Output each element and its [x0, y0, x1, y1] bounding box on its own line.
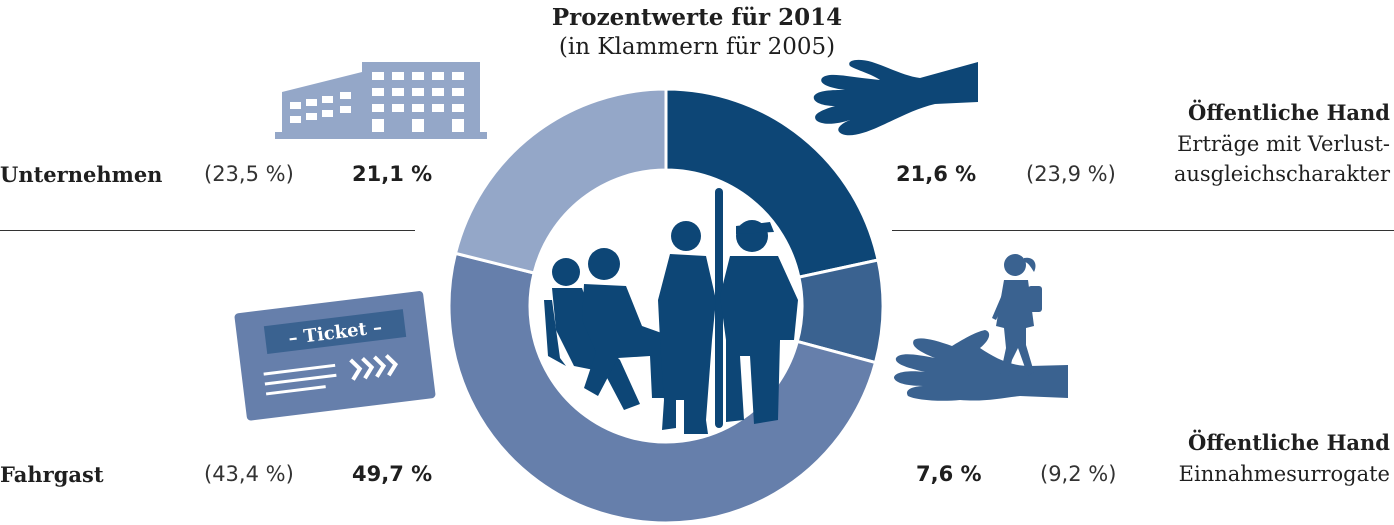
passengers-icon	[544, 188, 798, 434]
value-oeffentliche-hand-surrogate: 7,6 %	[916, 462, 982, 486]
segment-fahrgast	[447, 251, 878, 525]
label-unternehmen: Unternehmen	[0, 162, 163, 187]
ticket-icon: – Ticket –	[234, 291, 436, 421]
divider-right	[892, 230, 1394, 231]
label-oeffentliche-hand-ertraege: Öffentliche Hand	[1188, 100, 1390, 125]
divider-left	[0, 230, 415, 231]
child-on-hand-icon	[894, 254, 1068, 401]
sublabel-einnahmesurrogate: Einnahmesurrogate	[1178, 462, 1390, 486]
sublabel-ertraege-line1: Erträge mit Verlust-	[1177, 132, 1390, 156]
chart-subtitle: (in Klammern für 2005)	[558, 34, 836, 60]
sublabel-ertraege-line2: ausgleichscharakter	[1173, 162, 1390, 186]
label-oeffentliche-hand-surrogate: Öffentliche Hand	[1188, 430, 1390, 455]
segment-oeffentliche-hand-ertraege	[664, 87, 880, 279]
prev-oeffentliche-hand-ertraege: (23,9 %)	[1026, 162, 1116, 186]
prev-unternehmen: (23,5 %)	[204, 162, 294, 186]
hand-icon	[813, 59, 978, 136]
segment-unternehmen	[453, 87, 668, 275]
value-oeffentliche-hand-ertraege: 21,6 %	[896, 162, 977, 186]
label-fahrgast: Fahrgast	[0, 462, 104, 487]
prev-oeffentliche-hand-surrogate: (9,2 %)	[1040, 462, 1117, 486]
building-icon	[275, 62, 487, 139]
donut-chart	[447, 87, 885, 525]
value-unternehmen: 21,1 %	[352, 162, 433, 186]
prev-fahrgast: (43,4 %)	[204, 462, 294, 486]
chart-title: Prozentwerte für 2014	[551, 4, 843, 31]
value-fahrgast: 49,7 %	[352, 462, 433, 486]
